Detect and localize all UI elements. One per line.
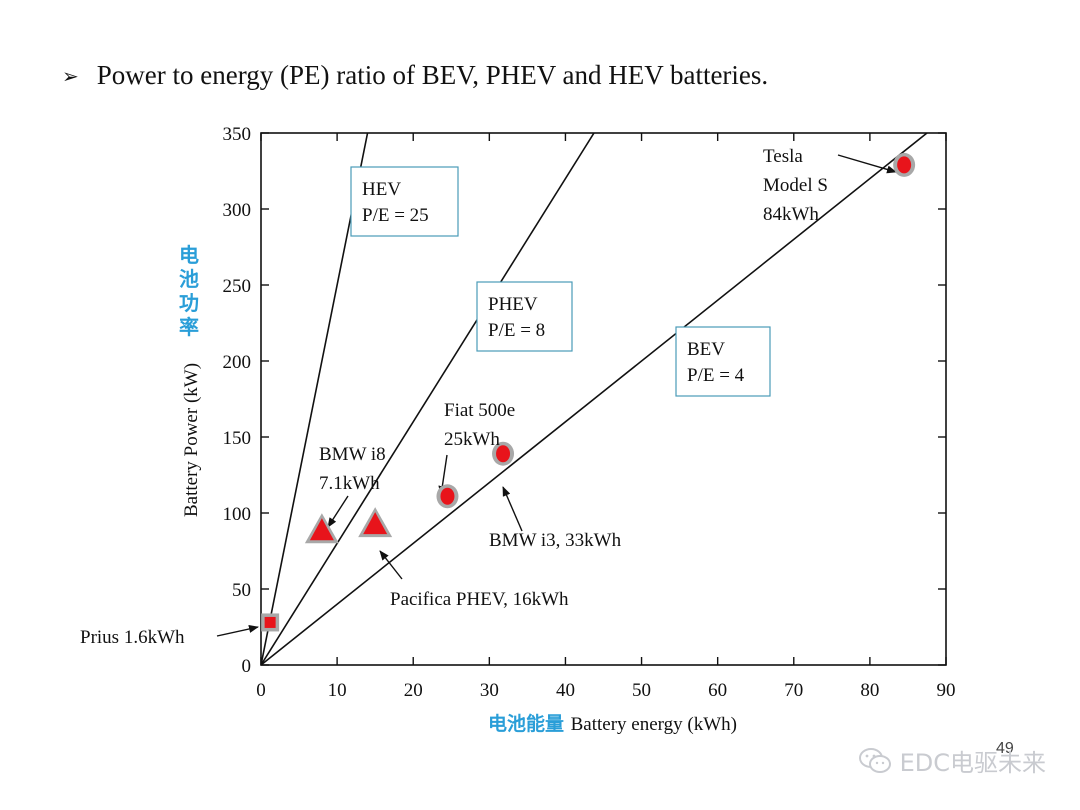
- y-axis-label: Battery Power (kW): [181, 363, 202, 517]
- ratio-line-phev: [261, 133, 595, 665]
- y-axis-label-char: 率: [179, 315, 199, 339]
- annotation-arrow: [502, 486, 523, 532]
- x-tick-label: 60: [708, 680, 727, 701]
- y-tick-label: 50: [232, 580, 251, 601]
- y-tick-label: 350: [223, 124, 252, 145]
- y-tick-label: 150: [223, 428, 252, 449]
- wechat-icon: [858, 747, 891, 773]
- ratio-box-hev: [350, 166, 459, 237]
- slide-heading: ➢ Power to energy (PE) ratio of BEV, PHE…: [62, 60, 768, 91]
- watermark: EDC电驱未来: [858, 743, 1046, 778]
- x-axis-label: 电池能量 Battery energy (kWh): [488, 712, 737, 735]
- y-tick-label: 200: [223, 352, 252, 373]
- x-tick-label: 80: [860, 680, 879, 701]
- ratio-line-bev: [261, 133, 928, 665]
- slide-title: Power to energy (PE) ratio of BEV, PHEV …: [96, 60, 769, 90]
- point-label: BMW i8 7.1kWh: [319, 444, 386, 494]
- arrow-bullet-icon: ➢: [62, 63, 79, 88]
- page-number: 49: [996, 740, 1014, 757]
- watermark-text: EDC电驱未来: [899, 749, 1046, 777]
- annotation-arrow: [837, 154, 897, 174]
- x-tick-label: 40: [556, 680, 575, 701]
- y-axis-label-char: 池: [179, 267, 199, 291]
- data-point-triangle: [309, 518, 334, 541]
- x-tick-label: 90: [937, 680, 956, 701]
- point-label: BMW i3, 33kWh: [489, 530, 622, 551]
- x-tick-label: 0: [256, 680, 266, 701]
- annotation-arrow: [327, 495, 349, 528]
- y-tick-label: 0: [242, 656, 252, 677]
- x-tick-label: 20: [404, 680, 423, 701]
- x-tick-label: 10: [328, 680, 347, 701]
- ratio-label-bev: BEV P/E = 4: [687, 339, 745, 386]
- y-axis-label-char: 电: [179, 243, 199, 267]
- data-point-circle: [897, 156, 912, 174]
- x-tick-label: 30: [480, 680, 499, 701]
- data-point-circle: [440, 487, 455, 505]
- ratio-box-bev: [675, 326, 771, 397]
- ratio-line-hev: [261, 133, 369, 665]
- point-label: Fiat 500e 25kWh: [444, 400, 515, 450]
- ratio-box-phev: [476, 281, 573, 352]
- y-axis-label-char: 功: [179, 291, 199, 315]
- plot-frame: [260, 132, 947, 666]
- point-label: Pacifica PHEV, 16kWh: [390, 589, 569, 610]
- annotation-arrow: [216, 625, 259, 637]
- data-point-circle: [496, 445, 511, 463]
- ratio-label-hev: HEV P/E = 25: [362, 179, 429, 226]
- y-tick-label: 300: [223, 200, 252, 221]
- x-tick-label: 70: [784, 680, 803, 701]
- data-point-square: [264, 616, 276, 628]
- y-tick-label: 250: [223, 276, 252, 297]
- y-tick-label: 100: [223, 504, 252, 525]
- point-label: Tesla Model S 84kWh: [763, 146, 828, 225]
- point-label: Prius 1.6kWh: [80, 627, 185, 648]
- annotation-arrow: [379, 550, 403, 580]
- x-tick-label: 50: [632, 680, 651, 701]
- ratio-label-phev: PHEV P/E = 8: [488, 294, 545, 341]
- data-point-triangle: [363, 512, 388, 535]
